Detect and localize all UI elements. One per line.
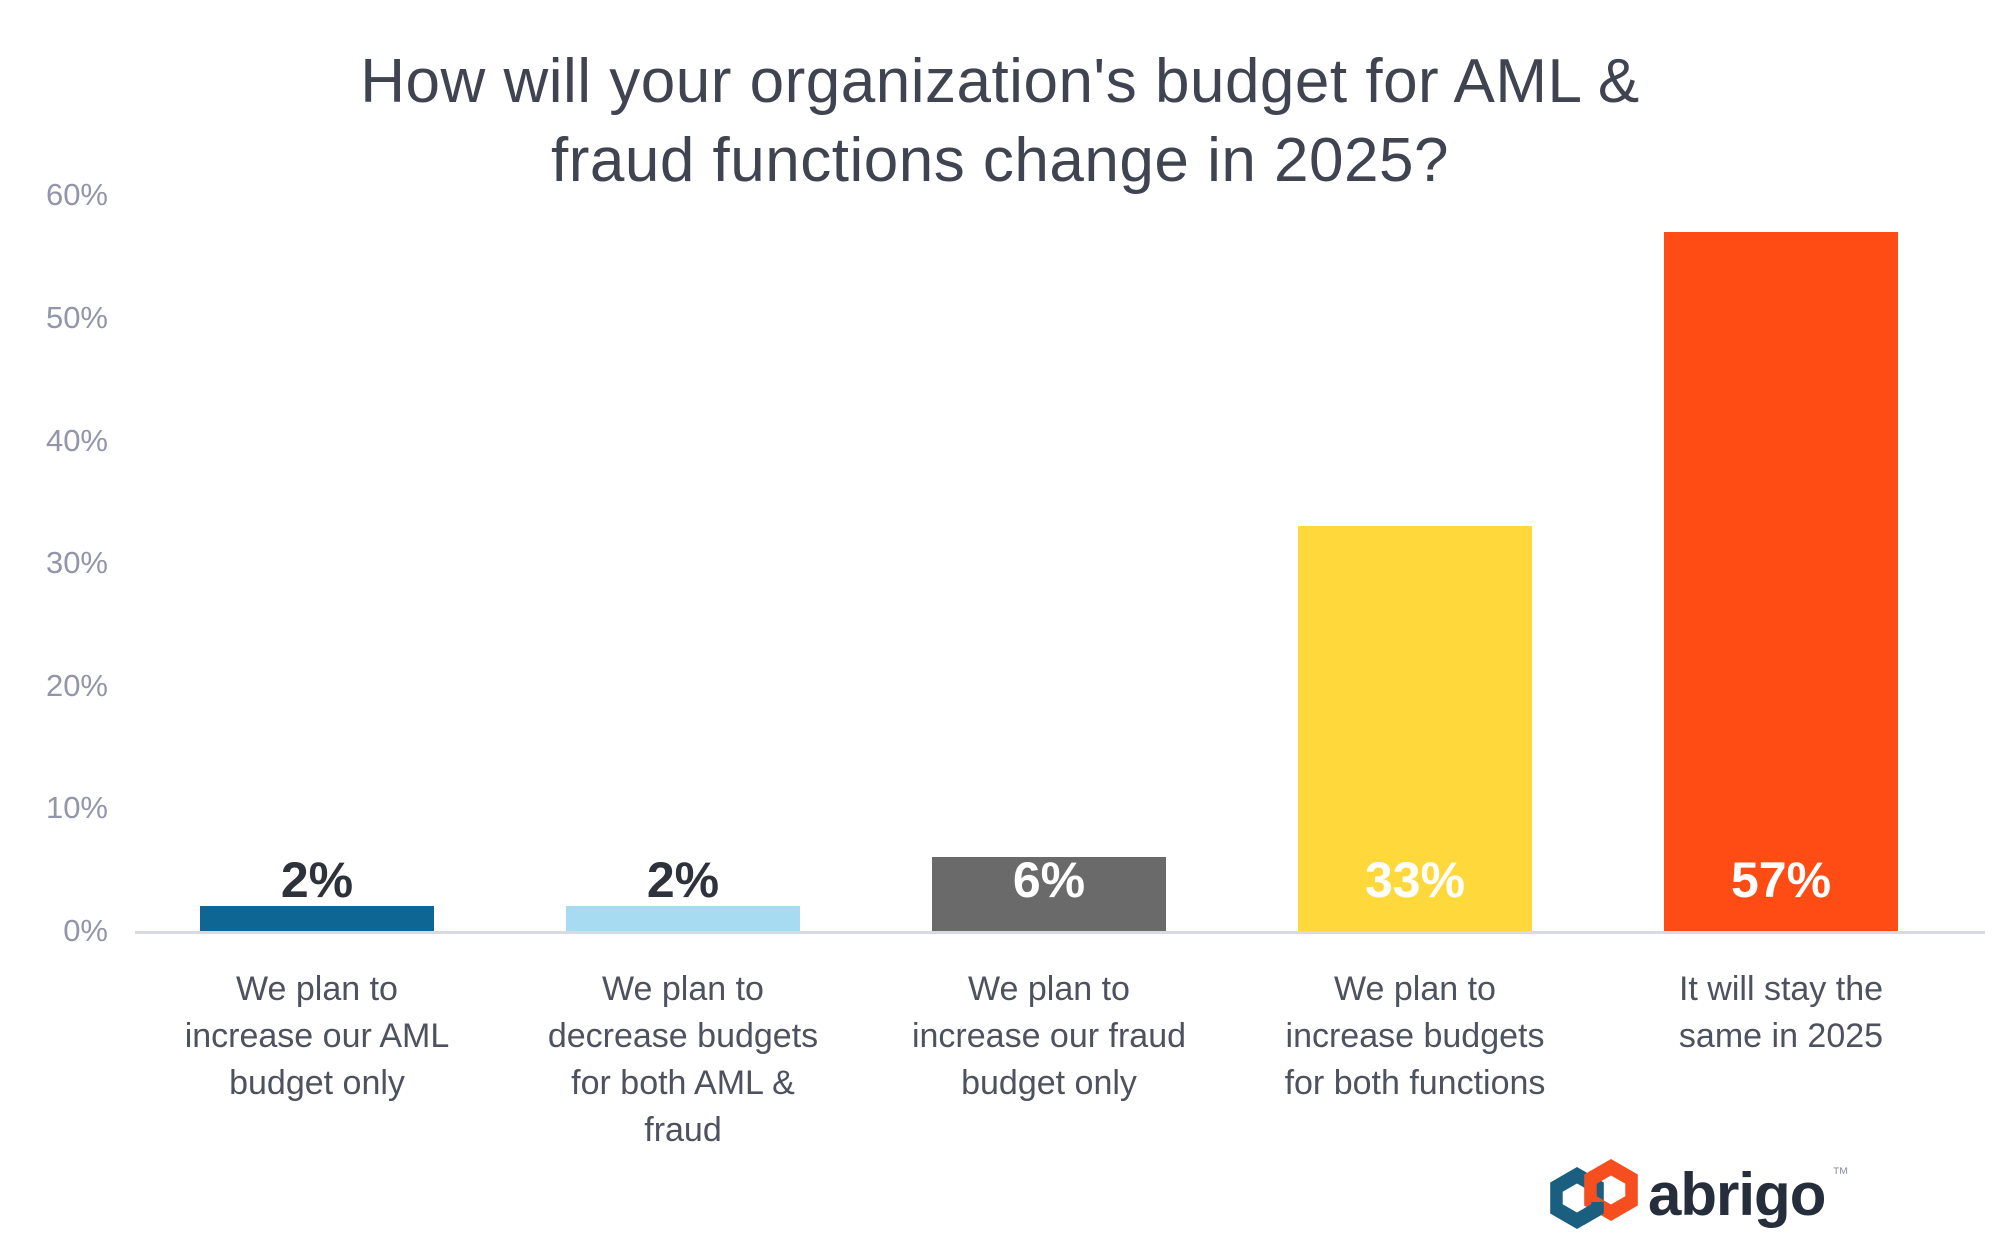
x-axis-baseline: [135, 931, 1985, 934]
bar-value-label: 57%: [1730, 852, 1832, 908]
bar-4: [1298, 526, 1532, 931]
category-label: We plan to decrease budgets for both AML…: [547, 970, 819, 1149]
chart-title: How will your organization's budget for …: [360, 46, 1640, 195]
y-axis-tick-label: 30%: [45, 545, 108, 581]
y-axis-tick-label: 10%: [45, 790, 108, 826]
bar-2: [566, 906, 800, 931]
bar-value-label: 2%: [646, 852, 720, 908]
y-axis-tick-label: 40%: [45, 422, 108, 458]
trademark-symbol: ™: [1832, 1164, 1849, 1183]
abrigo-hexagons-icon: [1550, 1159, 1638, 1229]
abrigo-logo: abrigo ™: [1544, 1150, 1874, 1240]
bar-value-label: 2%: [280, 852, 354, 908]
bar-value-label: 33%: [1364, 852, 1466, 908]
bar-value-label: 6%: [1012, 852, 1086, 908]
y-axis-tick-label: 50%: [45, 300, 108, 335]
bar-1: [200, 906, 434, 931]
category-label: We plan to increase our AML budget only: [184, 970, 450, 1102]
category-label: We plan to increase our fraud budget onl…: [911, 970, 1187, 1102]
abrigo-logo-text: abrigo: [1648, 1161, 1826, 1228]
logo-hexagon-blue-overlap: [1584, 1202, 1604, 1225]
category-label: It will stay the same in 2025: [1678, 970, 1884, 1055]
y-axis-tick-label: 0%: [63, 913, 108, 948]
category-label: We plan to increase budgets for both fun…: [1284, 970, 1546, 1102]
y-axis-tick-label: 60%: [45, 177, 108, 213]
bar-5: [1664, 232, 1898, 931]
bar-3: [932, 857, 1166, 931]
y-axis-tick-label: 20%: [45, 667, 108, 703]
